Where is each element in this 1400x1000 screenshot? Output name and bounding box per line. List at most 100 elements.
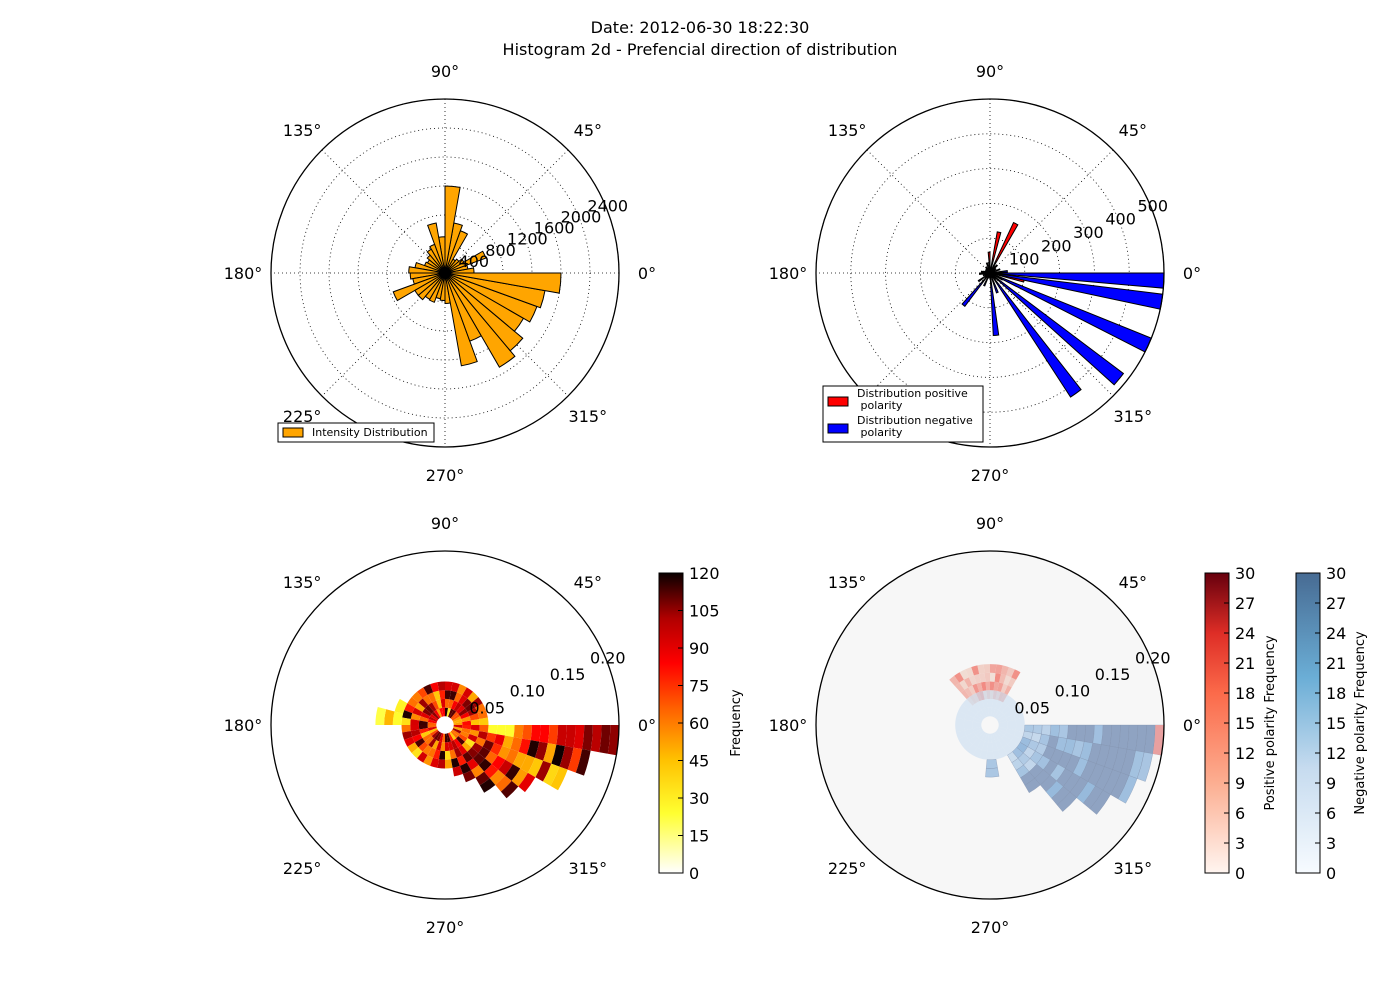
heatmap-cell-positive [959, 679, 969, 690]
heatmap-cell [559, 746, 574, 770]
heatmap-cell [462, 770, 476, 783]
heatmap-cell [453, 738, 462, 748]
heatmap-cell-negative [991, 699, 999, 709]
heatmap-cell-positive [997, 682, 1004, 692]
heatmap-cell [453, 747, 463, 758]
heatmap-cell-positive [972, 683, 980, 694]
colorbar-tick-label: 21 [1326, 654, 1346, 673]
heatmap-cell-negative [981, 732, 988, 742]
heatmap-cell-negative [1007, 725, 1017, 731]
heatmap-cell-negative [972, 737, 982, 748]
heatmap-cell [458, 694, 468, 706]
heatmap-cell [451, 713, 461, 721]
heatmap-cell [436, 699, 442, 709]
heatmap-cell [475, 736, 486, 747]
heatmap-cell-negative [978, 731, 986, 741]
r-tick-label: 300 [1073, 223, 1104, 242]
heatmap-cell-positive [949, 675, 960, 687]
heatmap-cell [484, 764, 499, 779]
heatmap-cell [504, 764, 521, 781]
angle-label: 180° [224, 264, 263, 283]
heatmap-cell-negative [955, 730, 967, 740]
heatmap-cell [431, 740, 440, 750]
angle-label: 135° [283, 573, 322, 592]
legend-swatch-intensity [282, 427, 304, 438]
heatmap-cell [375, 706, 387, 725]
heatmap-cell [422, 733, 432, 742]
heatmap-cell [453, 719, 463, 724]
heatmap-cell-negative [1013, 710, 1025, 720]
heatmap-cell [418, 725, 428, 730]
colorbar-tick-label: 0 [689, 864, 699, 883]
legend-polarity: Distribution positive polarity Distribut… [822, 385, 984, 443]
heatmap-cell [547, 725, 559, 745]
heatmap-cell [504, 725, 515, 738]
colorbar-tick-label: 15 [689, 827, 709, 846]
heatmap-cell [449, 690, 457, 701]
heatmap-cell [447, 732, 454, 742]
heatmap-cell [445, 698, 450, 708]
heatmap-cell-negative [995, 712, 1005, 720]
legend-swatch-positive [827, 396, 849, 407]
heatmap-cell-negative [1007, 699, 1019, 710]
heatmap-cell-negative [1092, 724, 1104, 745]
heatmap-cell-negative [991, 741, 999, 751]
heatmap-cell [433, 731, 441, 741]
plot-background [816, 551, 1164, 899]
heatmap-cell [433, 690, 441, 701]
heatmap-cell-negative [963, 725, 973, 731]
heatmap-cell-negative [998, 725, 1008, 729]
colorbar-tick-label: 18 [1235, 684, 1255, 703]
bar [426, 254, 446, 274]
heatmap-cell [411, 747, 423, 759]
colorbar-positive: Positive polarity Frequency 0 3 6 9 12 15 18 21… [1204, 564, 1278, 883]
heatmap-cell-positive [955, 682, 965, 693]
heatmap-cell-negative [1056, 791, 1077, 812]
angle-label: 270° [426, 918, 465, 937]
heatmap-cell [487, 725, 498, 735]
heatmap-cell [542, 763, 560, 786]
heatmap-cell-negative [981, 741, 989, 751]
angle-label: 270° [426, 466, 465, 485]
bar [444, 272, 562, 294]
r-tick-label: 0.20 [1135, 648, 1171, 667]
heatmap-cell-negative [1005, 728, 1016, 736]
heatmap-cell [550, 766, 568, 791]
heatmap-cell-negative [958, 735, 969, 746]
heatmap-cell [462, 725, 472, 730]
heatmap-cell [427, 726, 437, 731]
heatmap-cell [392, 711, 403, 725]
heatmap-cell [467, 691, 479, 703]
heatmap-cell-negative [995, 700, 1004, 710]
legend-intensity: Intensity Distribution [277, 422, 435, 443]
bar [989, 272, 1000, 337]
heatmap-cell [401, 725, 411, 733]
heatmap-cell-negative [1101, 724, 1112, 747]
heatmap-cell [427, 747, 437, 758]
heatmap-cell-positive [1007, 677, 1017, 688]
heatmap-cell [477, 731, 488, 740]
heatmap-cell-negative [1013, 730, 1025, 740]
heatmap-cell [445, 690, 452, 700]
bar [980, 270, 991, 274]
heatmap-cell [459, 762, 472, 775]
heatmap-cell-negative [986, 690, 994, 700]
heatmap-cell [433, 709, 441, 719]
heatmap-cell [490, 742, 503, 756]
heatmap-cell [475, 771, 490, 786]
heatmap-cell-negative [981, 699, 989, 709]
heatmap-cell [429, 729, 439, 737]
heatmap-cell-negative [992, 732, 999, 742]
heatmap-cell-negative [972, 747, 982, 759]
heatmap-cell [452, 765, 463, 777]
heatmap-cell [438, 690, 445, 700]
colorbar-tick-label: 90 [689, 639, 709, 658]
heatmap-cell [440, 742, 445, 752]
heatmap-cell [460, 730, 470, 739]
heatmap-cell [407, 697, 419, 708]
heatmap-cell [430, 757, 439, 768]
heatmap-cell [450, 711, 459, 720]
heatmap-cell-negative [966, 694, 977, 706]
heatmap-cell [431, 700, 440, 710]
polar-frequency-heatmap: 0.05 0.100.150.20 0° 45° 90° 135° 180° 225° 270°… [224, 514, 656, 937]
